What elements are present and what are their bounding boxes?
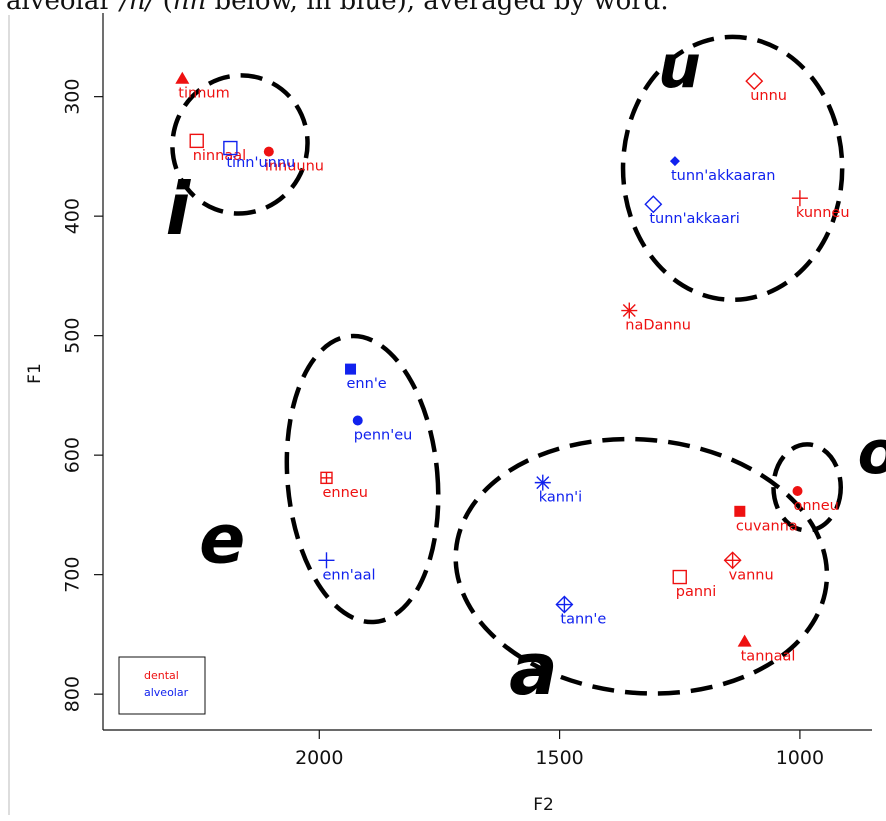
point-label-unnu: unnu [750,88,787,104]
caption-prefix: alveolar [6,0,121,16]
legend-item-dental: dental [144,669,179,682]
point-label-ninnaal: ninnaal [193,148,246,164]
point-tunn-akkaari [644,195,663,214]
point-tinnum [175,71,190,84]
vowel-label-o: o [858,418,886,488]
y-tick-label-400: 400 [62,198,84,234]
point-label-tunn-akkaari: tunn'akkaari [649,211,739,227]
point-cuvanna [734,505,746,517]
vowel-ellipse-3 [453,436,830,696]
point-label-tinn-unnu: tinn'unnu [226,155,295,171]
point-tinn-unnu [223,140,238,156]
x-tick-label-2000: 2000 [295,747,343,769]
figure-caption: alveolar /n/ (nn below, in blue), averag… [6,0,669,16]
point-label-tunn-akkaaran: tunn'akkaaran [671,168,775,184]
chart-axes: 2000 1500 1000 300 400 500 600 700 800 F2 F1 [8,13,872,815]
point-enneu [320,471,333,485]
point-kann-i [534,474,551,491]
y-tick-label-800: 800 [62,676,84,712]
y-tick-label-600: 600 [62,437,84,473]
point-tannaal [737,634,752,647]
y-tick-label-700: 700 [62,557,84,593]
vowel-label-e: e [199,501,245,580]
point-nadannu [621,302,638,319]
vowel-ellipse-0 [170,73,310,216]
point-enn-e [345,363,357,375]
vowel-label-u: u [658,32,701,102]
point-label-vannu: vannu [729,567,774,583]
point-kunneu [791,190,808,207]
point-panni [672,569,687,585]
x-axis-title: F2 [533,795,554,815]
point-penn-eu [352,415,363,426]
legend-box [118,656,206,715]
point-label-cuvanna: cuvanna [736,518,798,534]
chart-legend: dental alveolar [118,656,206,715]
point-label-panni: panni [676,584,717,600]
point-innuunu [263,146,274,157]
point-label-kunneu: kunneu [796,205,850,221]
vowel-label-a: a [509,627,558,711]
vowel-annotations: i u e o a [165,32,886,711]
point-vannu [723,551,742,570]
point-label-enn-aal: enn'aal [322,567,375,583]
point-label-tann-e: tann'e [560,612,606,628]
vowel-region-ellipses [170,34,845,696]
point-label-enneu: enneu [322,485,367,501]
y-axis-title: F1 [25,363,45,384]
caption-suffix: below, in blue), averaged by word. [206,0,669,16]
point-label-tinnum: tinnum [178,86,229,102]
legend-item-alveolar: alveolar [144,686,189,699]
point-enn-aal [318,552,335,569]
vowel-ellipse-1 [620,34,845,303]
point-ninnaal [189,133,204,149]
point-label-onneu: onneu [794,498,839,514]
x-tick-label-1500: 1500 [535,747,583,769]
point-label-enn-e: enn'e [347,376,387,392]
vowel-label-i: i [165,167,191,251]
vowel-ellipse-4 [771,442,844,533]
point-label-kann-i: kann'i [539,490,582,506]
point-onneu [792,486,803,496]
point-label-penn-eu: penn'eu [354,427,413,443]
point-label-tannaal: tannaal [741,649,796,665]
point-tunn-akkaaran [669,156,680,167]
point-label-nadannu: naDannu [625,318,691,334]
caption-middle: ( [154,0,173,16]
caption-symbol: /n/ [120,0,155,16]
x-tick-label-1000: 1000 [776,747,824,769]
point-unnu [745,72,764,91]
data-points: tinnum ninnaal innuunu unnu kunneu naDannu enn… [175,71,850,665]
y-tick-label-500: 500 [62,318,84,354]
point-tann-e [555,595,574,614]
caption-notation: nn [172,0,207,16]
vowel-ellipse-2 [284,333,441,625]
point-label-innuunu: innuunu [265,159,324,175]
y-tick-label-300: 300 [62,79,84,115]
